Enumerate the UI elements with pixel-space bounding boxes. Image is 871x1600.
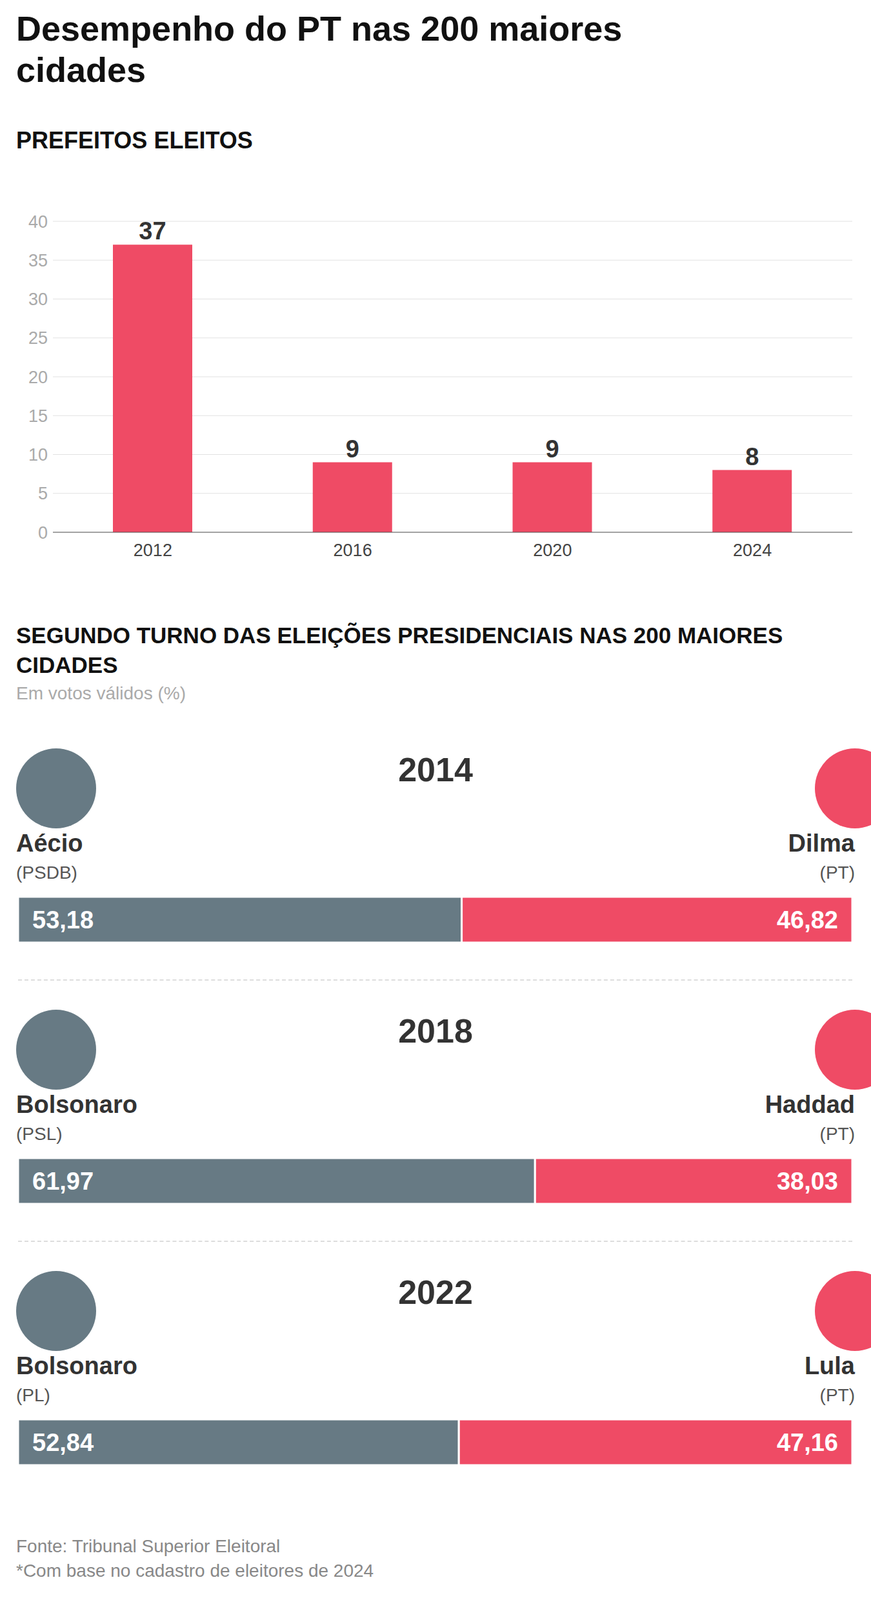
html-text:Lula: Lula (804, 1352, 855, 1380)
svg-text:61,97: 61,97 (32, 1167, 94, 1195)
html-text:(PT): (PT) (819, 862, 855, 883)
html-text:2018: 2018 (398, 1012, 473, 1050)
html-text:(PSL): (PSL) (16, 1123, 63, 1144)
svg-text:40: 40 (28, 212, 48, 232)
html-text:Aécio: Aécio (16, 829, 83, 857)
svg-text:0: 0 (38, 523, 48, 543)
svg-text:8: 8 (745, 443, 759, 471)
html-text:2022: 2022 (398, 1273, 473, 1312)
svg-text:47,16: 47,16 (776, 1429, 839, 1457)
html-text:2014: 2014 (398, 750, 473, 789)
html-text:SEGUNDO TURNO DAS ELEIÇÕES PRE: SEGUNDO TURNO DAS ELEIÇÕES PRESIDENCIAIS… (16, 622, 783, 678)
html-text:(PT): (PT) (819, 1123, 855, 1144)
html-text:Bolsonaro: Bolsonaro (16, 1352, 138, 1380)
html-text:Bolsonaro: Bolsonaro (16, 1091, 138, 1119)
svg-text:35: 35 (28, 250, 48, 271)
svg-text:2024: 2024 (732, 540, 772, 561)
svg-text:2016: 2016 (333, 540, 373, 561)
svg-text:10: 10 (28, 445, 48, 465)
html-text:Dilma: Dilma (788, 829, 855, 857)
html-text:PREFEITOS ELEITOS: PREFEITOS ELEITOS (16, 127, 253, 154)
svg-text:37: 37 (138, 217, 166, 245)
html-text:(PSDB): (PSDB) (16, 862, 78, 883)
svg-text:5: 5 (38, 483, 48, 504)
html-text:Desempenho do PT nas 200 maior: Desempenho do PT nas 200 maiores cidades (16, 9, 623, 90)
svg-text:38,03: 38,03 (776, 1167, 839, 1195)
svg-text:9: 9 (345, 435, 360, 463)
svg-text:25: 25 (28, 328, 48, 348)
html-text:*Com base no cadastro de eleit: *Com base no cadastro de eleitores de 20… (16, 1560, 374, 1581)
svg-text:15: 15 (28, 406, 48, 426)
svg-text:2012: 2012 (133, 540, 173, 561)
html-text:(PL): (PL) (16, 1385, 51, 1406)
html-text:(PT): (PT) (819, 1385, 855, 1406)
svg-text:2020: 2020 (532, 540, 572, 561)
svg-text:30: 30 (28, 289, 48, 310)
svg-text:53,18: 53,18 (32, 906, 94, 934)
svg-text:46,82: 46,82 (776, 906, 839, 934)
svg-text:9: 9 (545, 435, 559, 463)
svg-text:20: 20 (28, 367, 48, 388)
svg-text:52,84: 52,84 (32, 1429, 94, 1457)
html-text:Fonte: Tribunal Superior Eleit: Fonte: Tribunal Superior Eleitoral (16, 1536, 281, 1557)
html-text:Haddad: Haddad (764, 1091, 855, 1119)
html-text:Em votos válidos (%): Em votos válidos (%) (16, 683, 186, 704)
